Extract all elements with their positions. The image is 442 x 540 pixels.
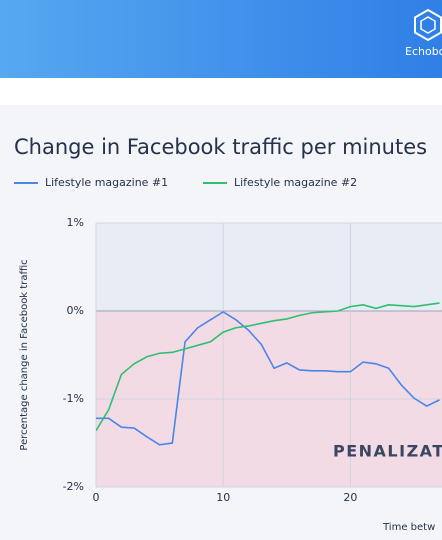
legend-label: Lifestyle magazine #2 bbox=[234, 176, 357, 189]
x-tick-label: 20 bbox=[343, 491, 357, 504]
line-series bbox=[96, 302, 440, 432]
x-tick-label: 10 bbox=[216, 491, 230, 504]
separator bbox=[0, 78, 442, 105]
x-tick-label: 0 bbox=[93, 491, 100, 504]
y-axis-label: Percentage change in Facebook traffic bbox=[19, 259, 30, 450]
y-tick-label: -1% bbox=[63, 392, 84, 405]
y-tick-label: 0% bbox=[67, 304, 84, 317]
chart-title: Change in Facebook traffic per minutes bbox=[14, 135, 427, 159]
logo-inner bbox=[420, 16, 436, 34]
brand: Echobo bbox=[405, 45, 442, 58]
positive-zone bbox=[96, 223, 442, 311]
logo bbox=[414, 8, 442, 42]
annotation: PENALIZAT bbox=[333, 442, 442, 461]
legend-label: Lifestyle magazine #1 bbox=[45, 176, 168, 189]
y-tick-label: -2% bbox=[63, 480, 84, 493]
x-axis-label: Time betw bbox=[382, 522, 435, 533]
header-bar bbox=[0, 0, 442, 78]
line-series bbox=[96, 310, 440, 446]
y-tick-label: 1% bbox=[67, 216, 84, 229]
